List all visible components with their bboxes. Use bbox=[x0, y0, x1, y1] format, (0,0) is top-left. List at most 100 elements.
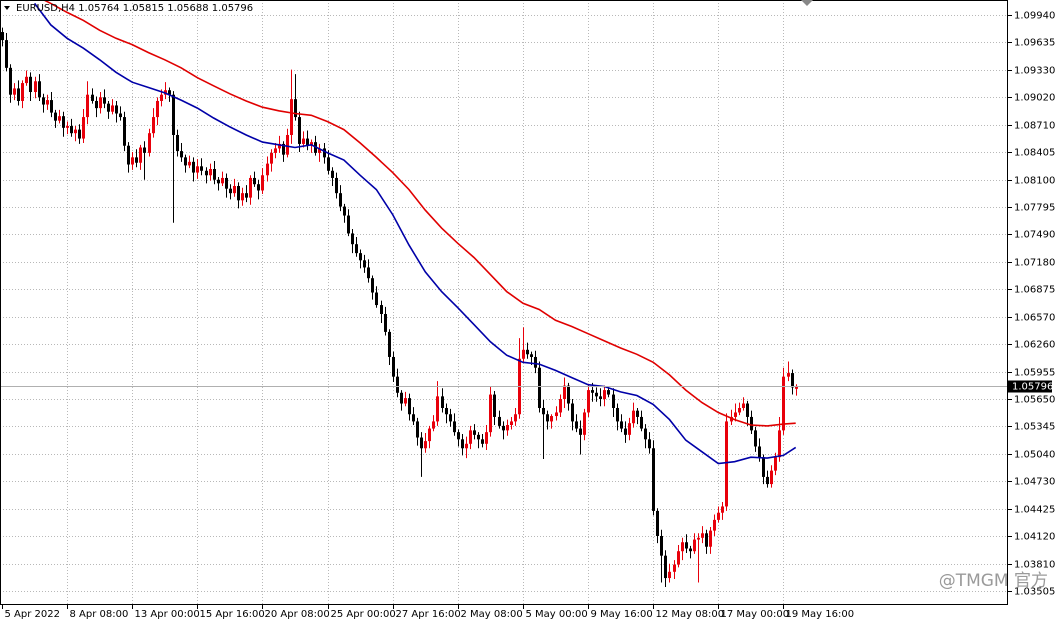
candle-body bbox=[416, 421, 419, 438]
candle-body bbox=[628, 423, 631, 435]
candle-body bbox=[205, 170, 208, 176]
candle-body bbox=[152, 117, 155, 134]
candle-body bbox=[266, 163, 269, 176]
y-tick-label: 1.07490 bbox=[1014, 230, 1055, 241]
candle-body bbox=[591, 390, 594, 393]
candle-body bbox=[652, 448, 655, 511]
candle-body bbox=[436, 396, 439, 422]
candle-body bbox=[420, 437, 423, 449]
candle-body bbox=[17, 88, 20, 101]
candle-body bbox=[5, 40, 8, 68]
candle-body bbox=[359, 253, 362, 261]
candle-body bbox=[46, 100, 49, 105]
candle-body bbox=[331, 170, 334, 178]
candle-body bbox=[542, 407, 545, 415]
y-tick-label: 1.08100 bbox=[1014, 176, 1055, 187]
x-tick-label: 19 May 16:00 bbox=[786, 609, 855, 620]
watermark: @TMGM 官方 bbox=[939, 571, 1048, 591]
candle-body bbox=[424, 441, 427, 449]
candle-body bbox=[257, 184, 260, 191]
candle-body bbox=[677, 551, 680, 565]
candle-body bbox=[371, 278, 374, 293]
candle-body bbox=[701, 533, 704, 538]
x-tick-label: 2 May 08:00 bbox=[461, 609, 523, 620]
candle-body bbox=[233, 186, 236, 194]
candle-body bbox=[689, 548, 692, 552]
candle-body bbox=[270, 152, 273, 164]
candle-body bbox=[213, 168, 216, 180]
candle-body bbox=[229, 188, 232, 194]
candle-body bbox=[318, 148, 321, 153]
candle-body bbox=[115, 105, 118, 114]
candle-body bbox=[636, 410, 639, 417]
candle-body bbox=[38, 81, 41, 98]
candle-body bbox=[13, 88, 16, 95]
candle-body bbox=[180, 151, 183, 158]
candle-body bbox=[95, 100, 98, 109]
y-tick-label: 1.08710 bbox=[1014, 121, 1055, 132]
candle-body bbox=[367, 267, 370, 279]
candle-body bbox=[787, 373, 790, 377]
candle-body bbox=[697, 537, 700, 540]
candle-body bbox=[575, 421, 578, 429]
candle-body bbox=[534, 356, 537, 368]
candle-body bbox=[477, 434, 480, 440]
candle-body bbox=[717, 512, 720, 520]
candle-body bbox=[660, 535, 663, 556]
candle-body bbox=[298, 117, 301, 144]
candle-body bbox=[261, 175, 264, 191]
candle-body bbox=[400, 392, 403, 404]
candle-body bbox=[506, 424, 509, 431]
y-tick-label: 1.05345 bbox=[1014, 422, 1055, 433]
candle-body bbox=[99, 97, 102, 109]
candle-body bbox=[664, 555, 667, 579]
axes: 1.09940 1.09635 1.09330 1.09020 1.08710 1.084… bbox=[2, 11, 1055, 620]
y-tick-label: 1.09020 bbox=[1014, 93, 1055, 104]
y-tick-label: 1.06875 bbox=[1014, 285, 1055, 296]
candle-body bbox=[746, 403, 749, 417]
candle-body bbox=[774, 457, 777, 471]
candle-body bbox=[34, 81, 37, 93]
candle-body bbox=[143, 147, 146, 153]
candle-body bbox=[380, 305, 383, 315]
y-tick-label: 1.09940 bbox=[1014, 11, 1055, 22]
y-tick-label: 1.09635 bbox=[1014, 38, 1055, 49]
y-tick-label: 1.05955 bbox=[1014, 368, 1055, 379]
candle-body bbox=[668, 571, 671, 579]
candle-body bbox=[721, 506, 724, 513]
candle-body bbox=[200, 166, 203, 171]
candle-body bbox=[734, 412, 737, 417]
candle-body bbox=[514, 414, 517, 422]
candle-body bbox=[29, 76, 32, 93]
candle-body bbox=[62, 116, 65, 128]
x-tick-label: 13 Apr 00:00 bbox=[135, 609, 200, 620]
candle-body bbox=[583, 412, 586, 435]
x-tick-label: 5 Apr 2022 bbox=[5, 609, 60, 620]
y-tick-label: 1.06570 bbox=[1014, 313, 1055, 324]
candle-body bbox=[123, 117, 126, 146]
candle-body bbox=[469, 430, 472, 444]
candle-body bbox=[408, 398, 411, 415]
moving-average-line bbox=[33, 2, 797, 465]
y-tick-label: 1.04120 bbox=[1014, 532, 1055, 543]
y-tick-label: 1.03810 bbox=[1014, 560, 1055, 571]
x-tick-label: 17 May 00:00 bbox=[721, 609, 790, 620]
menu-arrow[interactable] bbox=[4, 6, 10, 10]
candle-body bbox=[603, 390, 606, 400]
candle-body bbox=[396, 376, 399, 393]
candle-body bbox=[58, 116, 61, 121]
candle-body bbox=[156, 100, 159, 118]
candle-body bbox=[172, 94, 175, 135]
x-tick-label: 12 May 08:00 bbox=[656, 609, 725, 620]
plot-border bbox=[0, 0, 1008, 605]
candle-body bbox=[656, 510, 659, 536]
candle-body bbox=[762, 457, 765, 477]
candle-body bbox=[742, 403, 745, 408]
candle-body bbox=[624, 428, 627, 435]
candle-body bbox=[681, 542, 684, 552]
candle-body bbox=[730, 416, 733, 422]
candle-body bbox=[522, 349, 525, 359]
candle-body bbox=[282, 143, 285, 155]
